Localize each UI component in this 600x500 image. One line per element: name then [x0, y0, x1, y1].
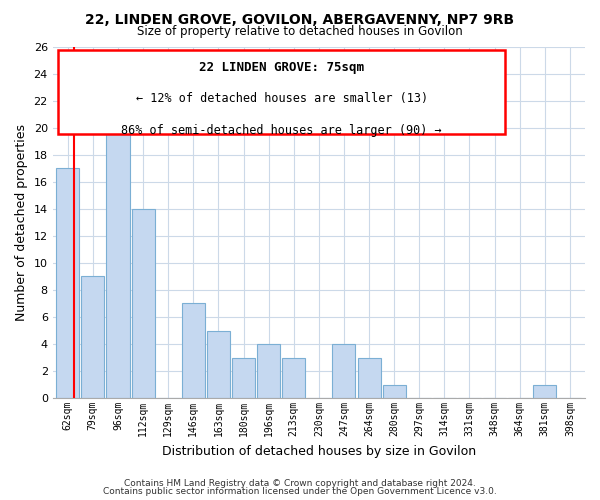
Bar: [383, 384, 406, 398]
X-axis label: Distribution of detached houses by size in Govilon: Distribution of detached houses by size …: [162, 444, 476, 458]
Bar: [533, 384, 556, 398]
Bar: [232, 358, 255, 398]
Text: Size of property relative to detached houses in Govilon: Size of property relative to detached ho…: [137, 25, 463, 38]
Bar: [182, 304, 205, 398]
Text: ← 12% of detached houses are smaller (13): ← 12% of detached houses are smaller (13…: [136, 92, 428, 105]
Text: 22 LINDEN GROVE: 75sqm: 22 LINDEN GROVE: 75sqm: [199, 60, 364, 74]
Bar: [207, 330, 230, 398]
Text: Contains public sector information licensed under the Open Government Licence v3: Contains public sector information licen…: [103, 487, 497, 496]
Text: Contains HM Land Registry data © Crown copyright and database right 2024.: Contains HM Land Registry data © Crown c…: [124, 478, 476, 488]
Bar: [332, 344, 355, 398]
Y-axis label: Number of detached properties: Number of detached properties: [15, 124, 28, 321]
Text: 22, LINDEN GROVE, GOVILON, ABERGAVENNY, NP7 9RB: 22, LINDEN GROVE, GOVILON, ABERGAVENNY, …: [85, 12, 515, 26]
Bar: [257, 344, 280, 398]
Bar: [106, 114, 130, 398]
Text: 86% of semi-detached houses are larger (90) →: 86% of semi-detached houses are larger (…: [121, 124, 442, 137]
Bar: [81, 276, 104, 398]
Bar: [282, 358, 305, 398]
Bar: [131, 209, 155, 398]
Bar: [358, 358, 380, 398]
FancyBboxPatch shape: [58, 50, 505, 134]
Bar: [56, 168, 79, 398]
